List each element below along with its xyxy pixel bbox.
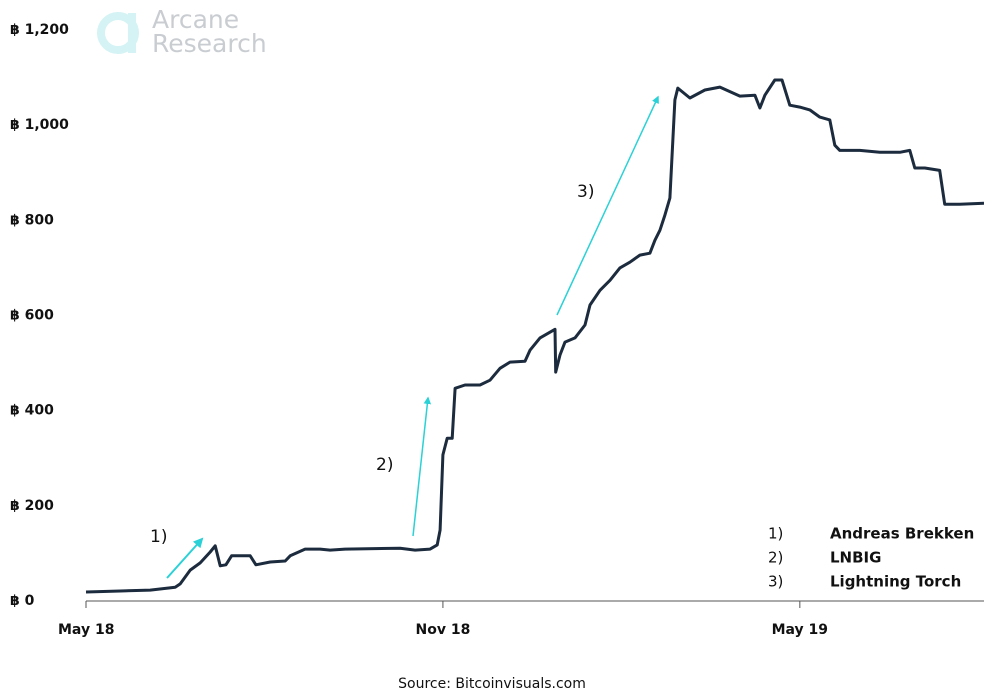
logo-text: Arcane bbox=[152, 5, 239, 34]
y-tick-label: ฿ 1,000 bbox=[10, 117, 69, 133]
y-tick-label: ฿ 400 bbox=[10, 403, 54, 419]
source: Source: Bitcoinvisuals.com bbox=[398, 676, 586, 690]
note-number: 3) bbox=[768, 573, 783, 591]
note-name: LNBIG bbox=[830, 549, 881, 567]
note-name: Lightning Torch bbox=[830, 573, 961, 591]
x-tick-label: May 18 bbox=[58, 622, 114, 638]
annotation: 3) bbox=[577, 182, 594, 202]
x-tick-label: Nov 18 bbox=[416, 622, 471, 638]
note-number: 2) bbox=[768, 549, 783, 567]
x-tick-label: May 19 bbox=[772, 622, 828, 638]
logo-text: Research bbox=[152, 29, 267, 58]
logo: Arcane Research bbox=[97, 5, 267, 58]
note-name: Andreas Brekken bbox=[830, 525, 974, 543]
logo-icon-bar bbox=[128, 13, 136, 53]
annotation: 2) bbox=[376, 455, 393, 475]
y-tick-label: ฿ 0 bbox=[10, 593, 35, 609]
arrow bbox=[556, 95, 659, 316]
y-tick-label: ฿ 600 bbox=[10, 308, 54, 324]
note-number: 1) bbox=[768, 525, 783, 543]
line bbox=[85, 78, 984, 594]
arrow bbox=[412, 396, 432, 537]
y-tick-label: ฿ 800 bbox=[10, 212, 54, 228]
y-tick-label: ฿ 200 bbox=[10, 498, 54, 514]
annotation: 1) bbox=[150, 527, 167, 547]
arrow bbox=[166, 537, 204, 579]
y-tick-label: ฿ 1,200 bbox=[10, 22, 69, 38]
